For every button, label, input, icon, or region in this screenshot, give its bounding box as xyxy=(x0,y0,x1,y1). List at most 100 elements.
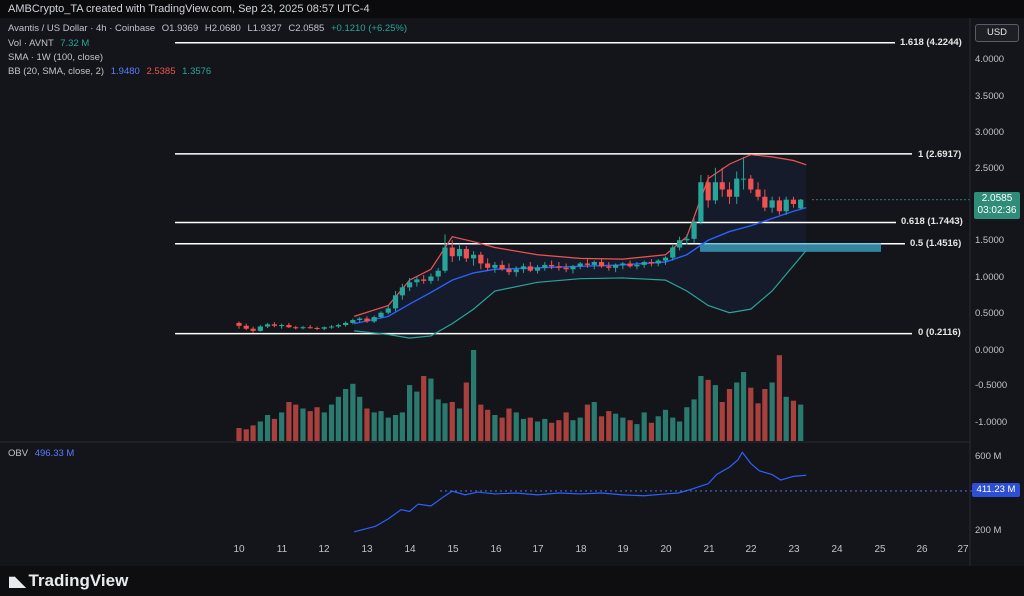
volume-bar xyxy=(307,411,313,441)
y-tick: 0.0000 xyxy=(975,345,1005,356)
volume-bar xyxy=(676,421,683,441)
volume-bar xyxy=(328,404,335,441)
volume-bar xyxy=(414,391,420,441)
candle-body xyxy=(378,312,384,318)
volume-bar xyxy=(790,400,797,441)
footer xyxy=(0,566,1024,596)
volume-bar xyxy=(641,412,647,441)
candle-body xyxy=(243,325,249,329)
x-tick: 25 xyxy=(874,544,886,555)
y-tick: 3.5000 xyxy=(975,91,1005,102)
volume-bar xyxy=(755,403,761,441)
candle-body xyxy=(570,266,576,270)
candle-body xyxy=(307,327,313,329)
tradingview-logo[interactable]: ▮◣ TradingView xyxy=(8,571,128,591)
candle-body xyxy=(698,182,704,223)
candle-body xyxy=(456,248,463,257)
ohlc-high: H2.0680 xyxy=(204,23,241,34)
candle-body xyxy=(300,327,306,329)
volume-bar xyxy=(335,396,341,441)
candle-body xyxy=(463,248,469,259)
candle-body xyxy=(506,269,512,273)
volume-bar xyxy=(748,387,754,441)
x-tick: 13 xyxy=(361,544,373,555)
currency-button[interactable]: USD xyxy=(975,24,1019,42)
tradingview-logo-icon: ▮◣ xyxy=(8,573,26,589)
volume-bar xyxy=(563,412,569,441)
volume-bar xyxy=(712,385,719,441)
legend-bb-row[interactable]: BB (20, SMA, close, 2) 1.9480 2.5385 1.3… xyxy=(8,66,211,77)
ohlc-low: L1.9327 xyxy=(247,23,282,34)
x-tick: 19 xyxy=(617,544,629,555)
volume-bar xyxy=(407,385,413,441)
candle-body xyxy=(662,257,669,261)
x-tick: 15 xyxy=(447,544,459,555)
volume-bar xyxy=(577,417,583,441)
bar-countdown: 03:02:36 xyxy=(977,205,1017,216)
volume-bar xyxy=(385,417,391,441)
legend-volume-row[interactable]: Vol · AVNT 7.32 M xyxy=(8,38,89,49)
x-tick: 17 xyxy=(532,544,544,555)
chart-area[interactable] xyxy=(0,18,1024,566)
y-tick: -1.0000 xyxy=(975,417,1008,428)
candle-body xyxy=(563,267,569,270)
volume-bar xyxy=(584,404,591,441)
volume-bar xyxy=(314,407,320,441)
volume-bar xyxy=(691,399,697,441)
candle-body xyxy=(584,263,591,265)
candle-body xyxy=(712,182,719,201)
candle-body xyxy=(549,264,555,267)
volume-bar xyxy=(670,417,676,441)
bb-upper-line xyxy=(353,154,807,317)
obv-last-badge: 411.23 M xyxy=(972,483,1020,497)
volume-bar xyxy=(492,415,498,441)
candle-body xyxy=(321,327,327,329)
obv-legend[interactable]: OBV 496.33 M xyxy=(8,448,74,459)
candle-body xyxy=(414,279,420,283)
volume-bar xyxy=(371,412,377,441)
candle-body xyxy=(328,326,335,328)
volume-bar xyxy=(648,422,655,441)
candle-body xyxy=(527,266,533,271)
volume-bar xyxy=(257,421,263,441)
candle-body xyxy=(513,269,519,273)
candle-body xyxy=(264,324,271,327)
legend-symbol-row: Avantis / US Dollar · 4h · Coinbase O1.9… xyxy=(8,23,407,34)
volume-bar xyxy=(485,409,491,441)
y-tick: 4.0000 xyxy=(975,54,1005,65)
candle-body xyxy=(534,267,541,271)
candle-body xyxy=(407,282,413,288)
window-title-bar: AMBCrypto_TA created with TradingView.co… xyxy=(0,0,1024,18)
volume-bar xyxy=(478,404,484,441)
volume-bar xyxy=(684,407,690,441)
volume-bar xyxy=(655,416,661,441)
volume-bar xyxy=(392,415,399,441)
volume-bar xyxy=(279,412,285,441)
candle-body xyxy=(606,266,612,268)
volume-bar xyxy=(350,383,356,441)
volume-bar xyxy=(726,389,733,441)
fib-label-05: 0.5 (1.4516) xyxy=(910,238,962,249)
volume-bar xyxy=(634,424,640,441)
candle-body xyxy=(371,317,377,322)
sma-label: SMA · 1W (100, close) xyxy=(8,52,104,63)
candle-body xyxy=(520,266,527,270)
x-tick: 24 xyxy=(831,544,843,555)
candle-body xyxy=(577,263,583,267)
legend-sma-row[interactable]: SMA · 1W (100, close) xyxy=(8,52,103,63)
volume-bar xyxy=(591,402,597,441)
volume-bar xyxy=(449,402,455,441)
candle-body xyxy=(357,318,363,320)
bb-upper-value: 2.5385 xyxy=(146,66,176,77)
x-tick: 18 xyxy=(575,544,587,555)
candle-body xyxy=(350,320,356,323)
fib-label-0618: 0.618 (1.7443) xyxy=(901,216,963,227)
x-tick: 26 xyxy=(916,544,928,555)
candle-body xyxy=(335,325,341,327)
candle-body xyxy=(783,199,789,212)
x-tick: 20 xyxy=(660,544,672,555)
candle-body xyxy=(670,247,676,258)
x-tick: 16 xyxy=(490,544,502,555)
obv-value: 496.33 M xyxy=(34,448,75,459)
